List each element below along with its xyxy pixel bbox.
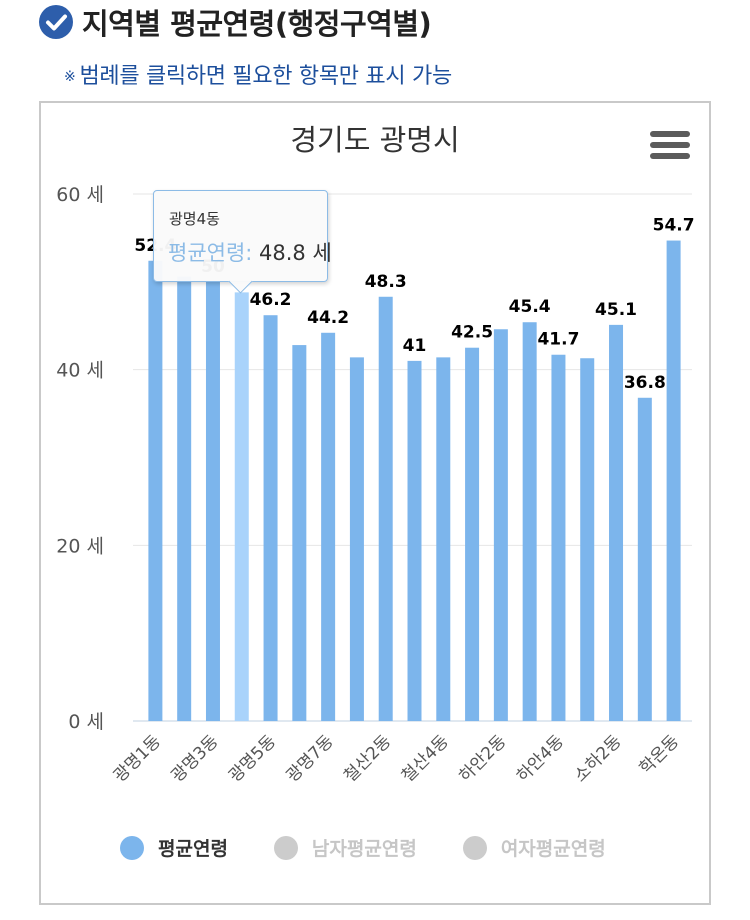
- data-label: 36.8: [624, 373, 666, 393]
- x-tick-label: 광명5동: [225, 731, 280, 786]
- tooltip-value: 48.8 세: [252, 241, 332, 265]
- tooltip-category: 광명4동: [169, 210, 220, 228]
- menu-line: [650, 131, 690, 137]
- bar: [609, 324, 624, 721]
- tooltip-body: 평균연령: 48.8 세: [168, 237, 332, 267]
- x-tick-label: 소하2동: [571, 731, 626, 786]
- x-tick-label: 하안4동: [513, 731, 568, 786]
- bar: [551, 354, 566, 721]
- bar: [205, 281, 220, 721]
- hamburger-menu-icon[interactable]: [650, 131, 690, 163]
- bar: [263, 315, 278, 721]
- bar: [637, 397, 652, 721]
- data-label: 41.7: [537, 330, 579, 350]
- legend-item-male-avg-age[interactable]: 남자평균연령: [273, 834, 417, 861]
- section-title: 지역별 평균연령(행정구역별): [82, 7, 432, 41]
- chart-legend: 평균연령 남자평균연령 여자평균연령: [120, 834, 652, 861]
- x-tick-label: 광명1동: [110, 731, 165, 786]
- bar: [465, 347, 480, 721]
- data-label: 46.2: [250, 290, 292, 310]
- bar: [493, 329, 508, 721]
- check-circle-icon: [39, 5, 73, 39]
- data-label: 44.2: [307, 308, 349, 328]
- y-tick-label: 0 세: [68, 711, 104, 733]
- bar: [580, 358, 595, 721]
- menu-line: [650, 153, 690, 159]
- legend-dot: [462, 835, 487, 860]
- x-tick-label: 철산2동: [340, 731, 395, 786]
- bar: [321, 332, 336, 721]
- chart-title: 경기도 광명시: [290, 123, 459, 157]
- data-label: 45.1: [595, 300, 637, 320]
- bar: [522, 322, 537, 721]
- bar: [436, 357, 451, 721]
- bar: [407, 360, 422, 721]
- legend-label: 남자평균연령: [311, 838, 417, 860]
- bar: [378, 296, 393, 721]
- bar: [177, 276, 192, 721]
- bar: [666, 240, 681, 721]
- bar: [148, 260, 163, 721]
- x-tick-label: 광명3동: [168, 731, 223, 786]
- x-tick-label: 철산4동: [398, 731, 453, 786]
- data-label: 48.3: [365, 272, 407, 292]
- section-header: 지역별 평균연령(행정구역별): [38, 4, 432, 41]
- chart-tooltip: 광명4동 평균연령: 48.8 세: [153, 190, 332, 294]
- data-label: 54.7: [653, 216, 695, 236]
- y-tick-label: 40 세: [56, 360, 104, 382]
- legend-hint-text: 범례를 클릭하면 필요한 항목만 표시 가능: [79, 64, 452, 89]
- data-label: 45.4: [509, 297, 551, 317]
- tooltip-series: 평균연령:: [168, 241, 253, 265]
- x-tick-label: 광명7동: [283, 731, 338, 786]
- legend-dot: [120, 835, 144, 860]
- data-label: 41: [403, 336, 427, 356]
- legend-item-female-avg-age[interactable]: 여자평균연령: [462, 834, 606, 861]
- legend-item-avg-age[interactable]: 평균연령: [120, 834, 228, 861]
- legend-hint: ※ 범례를 클릭하면 필요한 항목만 표시 가능: [64, 58, 452, 90]
- legend-label: 여자평균연령: [500, 838, 606, 860]
- y-tick-label: 20 세: [56, 535, 104, 557]
- y-tick-label: 60 세: [56, 184, 104, 206]
- data-label: 42.5: [451, 323, 493, 343]
- x-tick-label: 하안2동: [455, 731, 510, 786]
- bar: [234, 292, 249, 721]
- legend-dot: [273, 835, 298, 860]
- note-mark: ※: [64, 69, 76, 85]
- bar: [349, 357, 364, 721]
- menu-line: [650, 142, 690, 148]
- x-tick-label: 학온동: [636, 731, 683, 778]
- legend-label: 평균연령: [158, 838, 228, 860]
- bar: [292, 345, 307, 721]
